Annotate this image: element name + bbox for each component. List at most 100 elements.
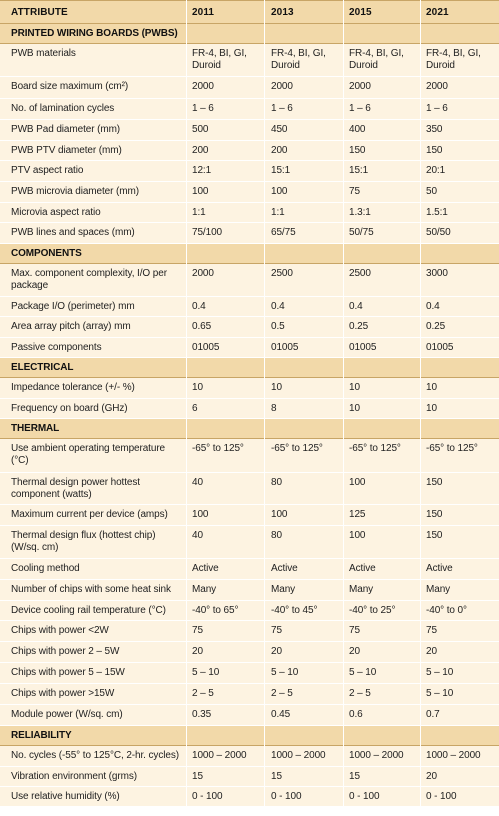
cell-value-2011: 6: [192, 403, 198, 414]
table-row: Number of chips with some heat sink Many M…: [0, 580, 499, 601]
cell-value-2015: 5 – 10: [349, 667, 377, 678]
cell-value-2011: 2000: [192, 81, 214, 92]
cell-value-2015: 20: [349, 646, 360, 657]
table-row: Board size maximum (cm²) 2000 2000 2000 2000: [0, 77, 499, 99]
cell-value-2015: 2500: [349, 268, 371, 279]
cell-value-2021: 20: [426, 771, 437, 782]
section-title: THERMAL: [11, 423, 60, 434]
cell-value-2021: 350: [426, 124, 443, 135]
row-label: Thermal design power hottest component (…: [11, 477, 140, 500]
cell-value-2021: 150: [426, 477, 443, 488]
cell-value-2011: 1 – 6: [192, 103, 214, 114]
row-label: PWB Pad diameter (mm): [11, 124, 121, 135]
cell-value-2011: 12:1: [192, 165, 212, 176]
cell-value-2021: 0.7: [426, 709, 440, 720]
cell-value-2013: 450: [271, 124, 288, 135]
cell-value-2021: -65° to 125°: [426, 443, 478, 454]
cell-value-2021: 5 – 10: [426, 667, 454, 678]
cell-value-2013: 20: [271, 646, 282, 657]
cell-value-2013: 2 – 5: [271, 688, 293, 699]
header-year-2015: 2015: [349, 7, 372, 18]
cell-value-2013: 8: [271, 403, 277, 414]
cell-value-2011: 2 – 5: [192, 688, 214, 699]
cell-value-2011: -65° to 125°: [192, 443, 244, 454]
table-row: Frequency on board (GHz) 6 8 10 10: [0, 399, 499, 419]
section-header: ELECTRICAL: [0, 358, 499, 378]
table-row: Cooling method Active Active Active Active: [0, 559, 499, 580]
cell-value-2021: 75: [426, 625, 437, 636]
cell-value-2013: 65/75: [271, 227, 296, 238]
cell-value-2015: 50/75: [349, 227, 374, 238]
section-header: RELIABILITY: [0, 726, 499, 746]
cell-value-2015: 100: [349, 530, 366, 541]
cell-value-2021: 2000: [426, 81, 448, 92]
cell-value-2021: 150: [426, 509, 443, 520]
table-row: No. cycles (-55° to 125°C, 2-hr. cycles)…: [0, 746, 499, 767]
cell-value-2015: 2000: [349, 81, 371, 92]
cell-value-2021: 0.4: [426, 301, 440, 312]
section-title: COMPONENTS: [11, 248, 82, 259]
table-row: PWB microvia diameter (mm) 100 100 75 50: [0, 182, 499, 203]
section-header: THERMAL: [0, 419, 499, 439]
cell-value-2011: 500: [192, 124, 209, 135]
row-label: Number of chips with some heat sink: [11, 584, 171, 595]
cell-value-2021: 50: [426, 186, 437, 197]
row-label: Microvia aspect ratio: [11, 207, 101, 218]
row-label: Max. component complexity, I/O per packa…: [11, 268, 167, 291]
row-label: PWB lines and spaces (mm): [11, 227, 135, 238]
table-header-row: ATTRIBUTE 2011 2013 2015 2021: [0, 0, 499, 24]
row-label: Chips with power 2 – 5W: [11, 646, 120, 657]
section-title: RELIABILITY: [11, 730, 72, 741]
table-row: Use relative humidity (%) 0 - 100 0 - 100 0…: [0, 787, 499, 807]
column-divider: [420, 0, 421, 807]
section-title: PRINTED WIRING BOARDS (PWBS): [11, 28, 178, 39]
cell-value-2015: 100: [349, 477, 366, 488]
table-row: PWB lines and spaces (mm) 75/100 65/75 50/7…: [0, 223, 499, 244]
cell-value-2013: 1000 – 2000: [271, 750, 326, 761]
column-divider: [264, 0, 265, 807]
cell-value-2021: 150: [426, 530, 443, 541]
cell-value-2011: 5 – 10: [192, 667, 220, 678]
table-row: Microvia aspect ratio 1:1 1:1 1.3:1 1.5:1: [0, 203, 499, 223]
cell-value-2021: 20:1: [426, 165, 446, 176]
cell-value-2013: 5 – 10: [271, 667, 299, 678]
table-row: Chips with power <2W 75 75 75 75: [0, 621, 499, 642]
column-divider: [186, 0, 187, 807]
row-label: Passive components: [11, 342, 102, 353]
section-header: PRINTED WIRING BOARDS (PWBS): [0, 24, 499, 44]
table-row: Area array pitch (array) mm 0.65 0.5 0.25 0.…: [0, 317, 499, 338]
cell-value-2015: -40° to 25°: [349, 605, 396, 616]
cell-value-2013: Active: [271, 563, 298, 574]
cell-value-2015: FR-4, BI, GI, Duroid: [349, 48, 404, 71]
table-row: Chips with power 2 – 5W 20 20 20 20: [0, 642, 499, 663]
cell-value-2021: 0.25: [426, 321, 446, 332]
header-year-2021: 2021: [426, 7, 449, 18]
cell-value-2021: Active: [426, 563, 453, 574]
cell-value-2015: 75: [349, 186, 360, 197]
cell-value-2015: 0 - 100: [349, 791, 380, 802]
table-row: PTV aspect ratio 12:1 15:1 15:1 20:1: [0, 161, 499, 182]
cell-value-2021: 20: [426, 646, 437, 657]
cell-value-2015: 15:1: [349, 165, 369, 176]
table-row: Maximum current per device (amps) 100 100 1…: [0, 505, 499, 526]
cell-value-2011: 0 - 100: [192, 791, 223, 802]
row-label: Frequency on board (GHz): [11, 403, 128, 414]
cell-value-2013: 100: [271, 509, 288, 520]
cell-value-2021: 50/50: [426, 227, 451, 238]
row-label: Chips with power <2W: [11, 625, 109, 636]
cell-value-2011: 100: [192, 186, 209, 197]
cell-value-2011: 2000: [192, 268, 214, 279]
cell-value-2015: 0.25: [349, 321, 369, 332]
cell-value-2013: 100: [271, 186, 288, 197]
row-label: Chips with power >15W: [11, 688, 115, 699]
cell-value-2021: 01005: [426, 342, 454, 353]
row-label: Device cooling rail temperature (°C): [11, 605, 166, 616]
table-row: Vibration environment (grms) 15 15 15 20: [0, 767, 499, 787]
cell-value-2013: Many: [271, 584, 296, 595]
cell-value-2011: 0.35: [192, 709, 212, 720]
row-label: Use ambient operating temperature (°C): [11, 443, 166, 466]
header-year-2013: 2013: [271, 7, 294, 18]
row-label: No. cycles (-55° to 125°C, 2-hr. cycles): [11, 750, 179, 761]
cell-value-2021: -40° to 0°: [426, 605, 467, 616]
cell-value-2015: 150: [349, 145, 366, 156]
